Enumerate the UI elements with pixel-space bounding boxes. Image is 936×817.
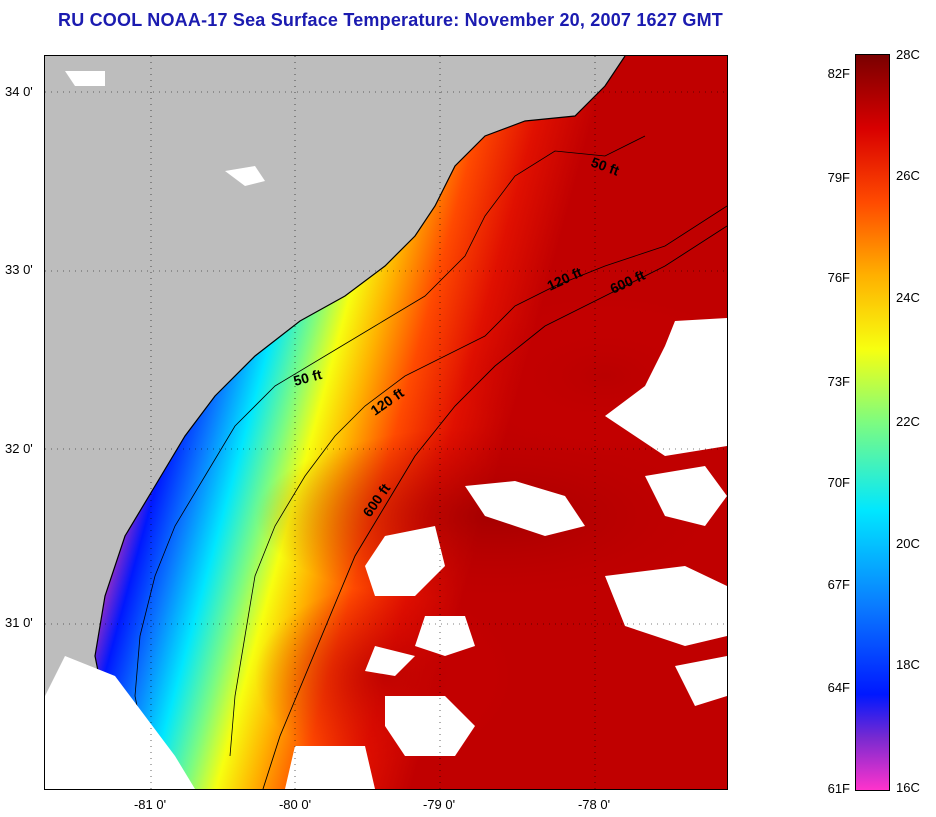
lon-label: -79 0' (422, 797, 456, 812)
fahrenheit-tick: 67F (827, 577, 850, 592)
map-title: RU COOL NOAA-17 Sea Surface Temperature:… (58, 10, 723, 30)
lon-label: -80 0' (278, 797, 312, 812)
coastline (94, 56, 626, 789)
celsius-tick: 22C (896, 414, 920, 429)
lat-label: 33 0' (5, 262, 33, 277)
fahrenheit-tick: 70F (827, 475, 850, 490)
fahrenheit-tick: 82F (827, 66, 850, 81)
celsius-tick: 20C (896, 536, 920, 551)
fahrenheit-tick: 76F (827, 270, 850, 285)
celsius-tick: 28C (896, 47, 920, 62)
graticule (45, 56, 727, 789)
cloud-patches (45, 71, 727, 789)
fahrenheit-tick: 79F (827, 170, 850, 185)
lon-label: -81 0' (133, 797, 167, 812)
temperature-colorbar (855, 54, 890, 791)
lon-label: -78 0' (577, 797, 611, 812)
warm-core-3 (255, 586, 515, 766)
celsius-tick: 18C (896, 657, 920, 672)
fahrenheit-tick: 61F (827, 781, 850, 796)
contour-600ft (262, 225, 727, 789)
contour-120ft (229, 205, 727, 757)
lat-label: 31 0' (5, 615, 33, 630)
contour-50ft (134, 135, 646, 747)
ocean-area (95, 56, 727, 789)
fahrenheit-tick: 64F (827, 680, 850, 695)
celsius-tick: 16C (896, 780, 920, 795)
celsius-tick: 26C (896, 168, 920, 183)
sst-map: 50 ft 50 ft 120 ft 120 ft 600 ft 600 ft (44, 55, 728, 790)
fahrenheit-tick: 73F (827, 374, 850, 389)
lat-label: 32 0' (5, 441, 33, 456)
contour-label: 50 ft (292, 366, 324, 389)
celsius-tick: 24C (896, 290, 920, 305)
sst-map-graphic: 50 ft 50 ft 120 ft 120 ft 600 ft 600 ft (45, 56, 727, 789)
lat-label: 34 0' (5, 84, 33, 99)
